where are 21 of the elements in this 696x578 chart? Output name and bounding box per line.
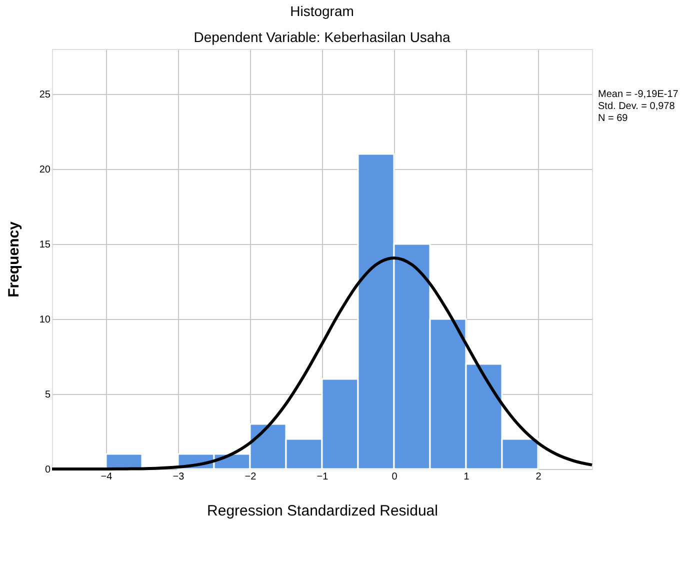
- y-axis-title: Frequency: [5, 220, 22, 298]
- x-tick-label: −2: [244, 472, 257, 482]
- chart-subtitle: Dependent Variable: Keberhasilan Usaha: [194, 29, 450, 45]
- y-tick-label: 0: [44, 464, 51, 476]
- chart-title: Histogram: [290, 3, 354, 19]
- x-tick-label: 1: [464, 472, 470, 482]
- text: N = 69: [598, 113, 628, 124]
- y-tick-label: 15: [39, 240, 51, 250]
- x-tick-label: 2: [536, 472, 542, 482]
- line-series: [50, 256, 594, 470]
- x-tick-label: 0: [392, 472, 398, 482]
- text: Mean = -9,19E-17: [598, 89, 679, 100]
- x-tick-label: −4: [100, 472, 113, 482]
- y-tick-label: 25: [39, 90, 51, 100]
- y-tick-label: 10: [39, 314, 51, 326]
- y-tick-label: 20: [39, 164, 51, 176]
- x-axis-title: Regression Standardized Residual: [207, 502, 438, 520]
- x-tick-label: −3: [172, 472, 185, 482]
- y-tick-label: 5: [44, 390, 51, 400]
- text: Std. Dev. = 0,978: [598, 101, 676, 112]
- x-tick-label: −1: [316, 472, 329, 482]
